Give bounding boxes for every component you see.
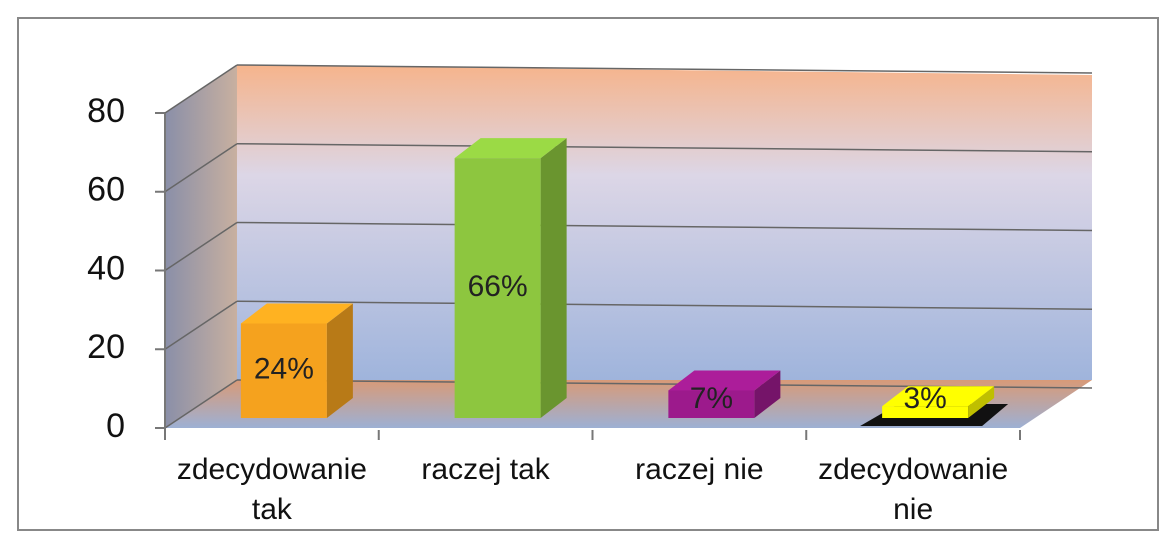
data-label: 7% <box>690 382 733 415</box>
y-tick-label: 0 <box>106 407 125 445</box>
bar <box>668 390 755 418</box>
grid-line <box>236 300 1093 310</box>
grid-line <box>164 300 238 350</box>
x-tick-label: zdecydowanie tak <box>176 453 367 526</box>
y-tick-label: 20 <box>87 328 125 366</box>
bar-top <box>668 370 781 391</box>
y-tick-label: 80 <box>87 92 125 130</box>
bar-top <box>240 303 353 324</box>
frame <box>17 17 1159 531</box>
bar <box>454 158 541 418</box>
data-label: 3% <box>903 382 946 415</box>
y-tick-label: 60 <box>87 171 125 209</box>
data-label: 66% <box>468 270 528 303</box>
y-tick-label: 40 <box>87 249 125 287</box>
grid-line <box>236 143 1093 153</box>
x-tick-label: raczej tak <box>421 453 550 486</box>
grid-line <box>164 379 238 429</box>
bar-side <box>968 386 995 418</box>
data-label: 24% <box>254 353 314 386</box>
bar <box>882 406 969 418</box>
grid-line <box>164 221 238 272</box>
bar-top <box>882 386 995 407</box>
bar-side <box>540 138 567 418</box>
back-wall <box>237 65 1092 380</box>
grid-line <box>164 64 238 114</box>
x-tick-label: raczej nie <box>635 453 764 486</box>
bar-top <box>454 138 567 159</box>
bar-side <box>326 303 353 418</box>
x-tick-label: zdecydowanie nie <box>818 453 1009 526</box>
grid-line <box>236 221 1093 232</box>
bar-side <box>754 370 781 418</box>
grid-line <box>236 64 1093 74</box>
grid-line <box>164 143 238 193</box>
floor <box>165 380 1092 428</box>
bar <box>240 323 327 418</box>
